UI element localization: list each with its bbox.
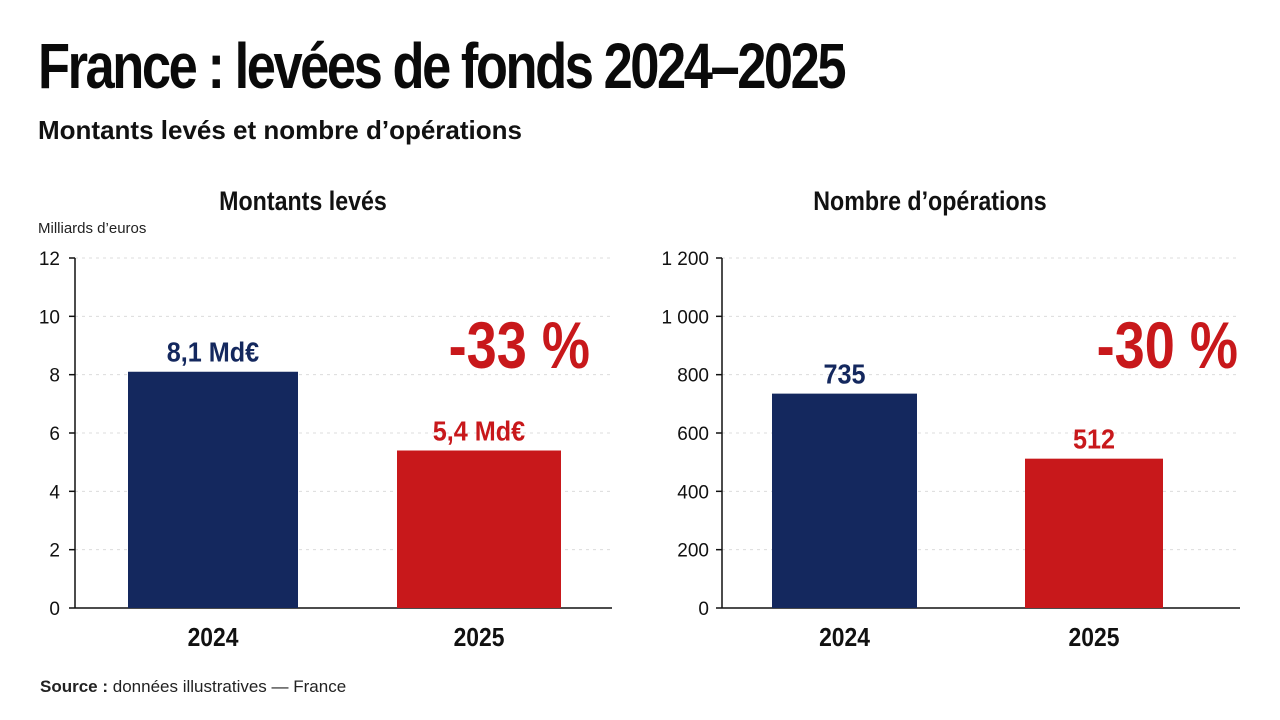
y-tick-label: 1 200 [661,249,709,270]
x-tick-label-2025: 2025 [454,624,505,653]
source-text: données illustratives — France [112,677,347,696]
data-label-2025: 5,4 Md€ [433,415,526,447]
data-label-2024: 735 [823,358,865,390]
y-tick-label: 600 [677,424,709,445]
data-label-2025: 512 [1073,423,1115,455]
source-note: Source : données illustratives — France [40,676,346,698]
y-axis-label: Milliards d’euros [38,220,146,237]
y-tick-label: 0 [49,599,60,620]
bar-2024 [772,393,917,608]
change-annotation: -33 % [449,308,590,382]
bar-2024 [128,371,298,608]
x-tick-label-2025: 2025 [1069,624,1120,653]
data-label-2024: 8,1 Md€ [167,337,260,369]
y-tick-label: 2 [49,541,60,562]
y-tick-label: 1 000 [661,307,709,328]
chart-amounts: Montants levés Milliards d’euros 0 2 4 6 8 10 12… [38,186,612,652]
y-tick-label: 12 [39,249,60,270]
page-title: France : levées de fonds 2024–2025 [38,30,847,102]
y-tick-label: 6 [49,424,60,445]
bar-2025 [397,450,561,608]
x-tick-label-2024: 2024 [819,624,870,653]
y-tick-label: 800 [677,366,709,387]
y-tick-label: 8 [49,366,60,387]
change-annotation: -30 % [1097,308,1238,382]
y-tick-label: 200 [677,541,709,562]
y-tick-label: 10 [39,307,60,328]
x-tick-label-2024: 2024 [188,624,239,653]
chart-title: Montants levés [219,186,387,216]
y-tick-label: 400 [677,482,709,503]
source-label: Source : [40,677,109,696]
y-tick-label: 4 [49,482,60,503]
chart-title: Nombre d’opérations [813,186,1046,216]
bar-2025 [1025,458,1163,608]
page-subtitle: Montants levés et nombre d’opérations [38,115,522,145]
chart-operations: Nombre d’opérations 0 200 400 600 800 1 000 1 2… [661,186,1240,652]
y-tick-label: 0 [698,599,709,620]
